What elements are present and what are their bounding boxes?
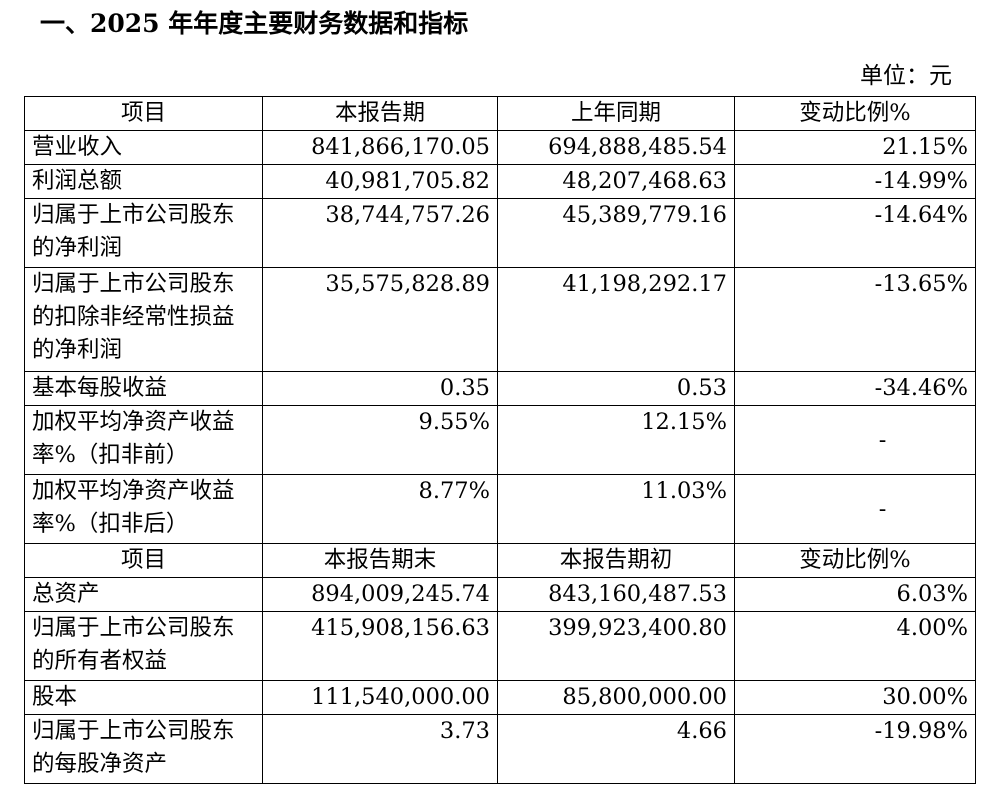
table-row: 归属于上市公司股东的每股净资产 3.73 4.66 -19.98% [24,714,976,784]
row-change: 21.15% [734,130,976,165]
row-prior: 843,160,487.53 [497,577,735,612]
header-prior-period: 上年同期 [497,96,735,131]
row-prior: 12.15% [497,405,735,475]
table-row: 归属于上市公司股东的所有者权益 415,908,156.63 399,923,4… [24,611,976,681]
header-change-ratio: 变动比例% [734,543,976,578]
row-item: 总资产 [24,577,263,612]
table-row: 基本每股收益 0.35 0.53 -34.46% [24,371,976,406]
table-row: 加权平均净资产收益率%（扣非后） 8.77% 11.03% - [24,474,976,544]
row-item: 营业收入 [24,130,263,165]
row-item: 加权平均净资产收益率%（扣非前） [24,405,263,475]
table-row: 归属于上市公司股东的净利润 38,744,757.26 45,389,779.1… [24,198,976,268]
unit-label: 单位：元 [860,63,952,89]
row-prior: 48,207,468.63 [497,164,735,199]
row-change: -19.98% [734,714,976,784]
row-current: 415,908,156.63 [262,611,498,681]
row-current: 111,540,000.00 [262,680,498,715]
row-change: -34.46% [734,371,976,406]
row-change: - [734,405,976,475]
table-row: 股本 111,540,000.00 85,800,000.00 30.00% [24,680,976,715]
row-current: 841,866,170.05 [262,130,498,165]
row-current: 40,981,705.82 [262,164,498,199]
row-item: 股本 [24,680,263,715]
table-row: 总资产 894,009,245.74 843,160,487.53 6.03% [24,577,976,612]
row-item: 加权平均净资产收益率%（扣非后） [24,474,263,544]
row-prior: 4.66 [497,714,735,784]
row-change: -14.64% [734,198,976,268]
row-prior: 11.03% [497,474,735,544]
row-change: -13.65% [734,267,976,372]
row-prior: 694,888,485.54 [497,130,735,165]
table-header-row: 项目 本报告期 上年同期 变动比例% [24,96,976,131]
row-change: 30.00% [734,680,976,715]
row-change: 4.00% [734,611,976,681]
row-item: 归属于上市公司股东的每股净资产 [24,714,263,784]
header-item: 项目 [24,96,263,131]
header-period-end: 本报告期末 [262,543,498,578]
row-current: 35,575,828.89 [262,267,498,372]
financial-data-table: 项目 本报告期 上年同期 变动比例% 营业收入 841,866,170.05 6… [24,96,976,784]
header-change-ratio: 变动比例% [734,96,976,131]
row-prior: 45,389,779.16 [497,198,735,268]
header-current-period: 本报告期 [262,96,498,131]
table-row: 归属于上市公司股东的扣除非经常性损益的净利润 35,575,828.89 41,… [24,267,976,372]
row-item: 归属于上市公司股东的所有者权益 [24,611,263,681]
row-current: 9.55% [262,405,498,475]
row-prior: 41,198,292.17 [497,267,735,372]
section-title: 一、2025 年年度主要财务数据和指标 [40,9,469,38]
row-current: 3.73 [262,714,498,784]
row-item: 基本每股收益 [24,371,263,406]
table-row: 营业收入 841,866,170.05 694,888,485.54 21.15… [24,130,976,165]
row-item: 归属于上市公司股东的净利润 [24,198,263,268]
table-row: 加权平均净资产收益率%（扣非前） 9.55% 12.15% - [24,405,976,475]
header-item: 项目 [24,543,263,578]
table-header-row: 项目 本报告期末 本报告期初 变动比例% [24,543,976,578]
table-row: 利润总额 40,981,705.82 48,207,468.63 -14.99% [24,164,976,199]
row-prior: 0.53 [497,371,735,406]
row-current: 8.77% [262,474,498,544]
row-item: 归属于上市公司股东的扣除非经常性损益的净利润 [24,267,263,372]
header-period-start: 本报告期初 [497,543,735,578]
row-current: 0.35 [262,371,498,406]
row-prior: 399,923,400.80 [497,611,735,681]
row-change: - [734,474,976,544]
row-change: 6.03% [734,577,976,612]
row-prior: 85,800,000.00 [497,680,735,715]
row-item: 利润总额 [24,164,263,199]
row-current: 894,009,245.74 [262,577,498,612]
row-change: -14.99% [734,164,976,199]
row-current: 38,744,757.26 [262,198,498,268]
